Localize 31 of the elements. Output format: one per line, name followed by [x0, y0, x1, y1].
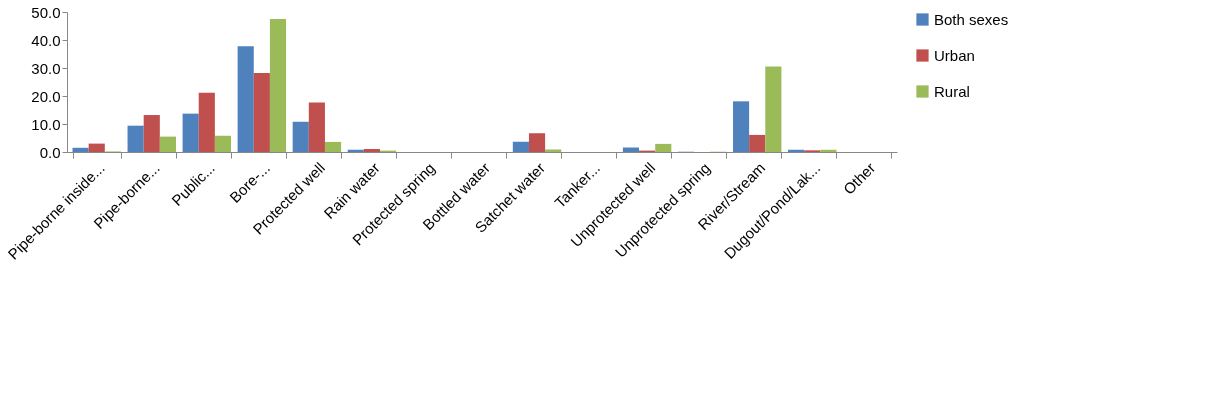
bar	[143, 115, 160, 152]
y-tick-label: 50.0	[31, 3, 61, 21]
bar	[198, 92, 215, 152]
y-tick-label: 30.0	[31, 59, 61, 77]
bar	[159, 136, 176, 152]
bar	[308, 102, 325, 152]
bar	[324, 141, 342, 152]
bar	[88, 143, 105, 152]
legend-label: Rural	[934, 82, 970, 100]
bar	[528, 133, 546, 152]
bar	[214, 135, 232, 152]
y-tick-label: 20.0	[31, 87, 61, 105]
bar	[292, 121, 309, 152]
bar	[749, 134, 766, 152]
bar	[545, 149, 562, 152]
bar	[732, 101, 750, 152]
bar	[655, 143, 672, 152]
bar	[253, 73, 270, 152]
bar	[182, 113, 199, 152]
bar	[363, 148, 380, 152]
y-tick-label: 0.0	[39, 143, 61, 161]
y-tick-label: 40.0	[31, 31, 61, 49]
legend-label: Both sexes	[934, 10, 1009, 28]
bar	[765, 66, 782, 152]
y-tick-label: 10.0	[31, 115, 61, 133]
bar	[269, 19, 287, 152]
legend-label: Urban	[934, 46, 975, 64]
bar	[237, 46, 254, 152]
bar	[72, 147, 89, 152]
bar	[512, 141, 529, 152]
bar	[127, 125, 144, 152]
